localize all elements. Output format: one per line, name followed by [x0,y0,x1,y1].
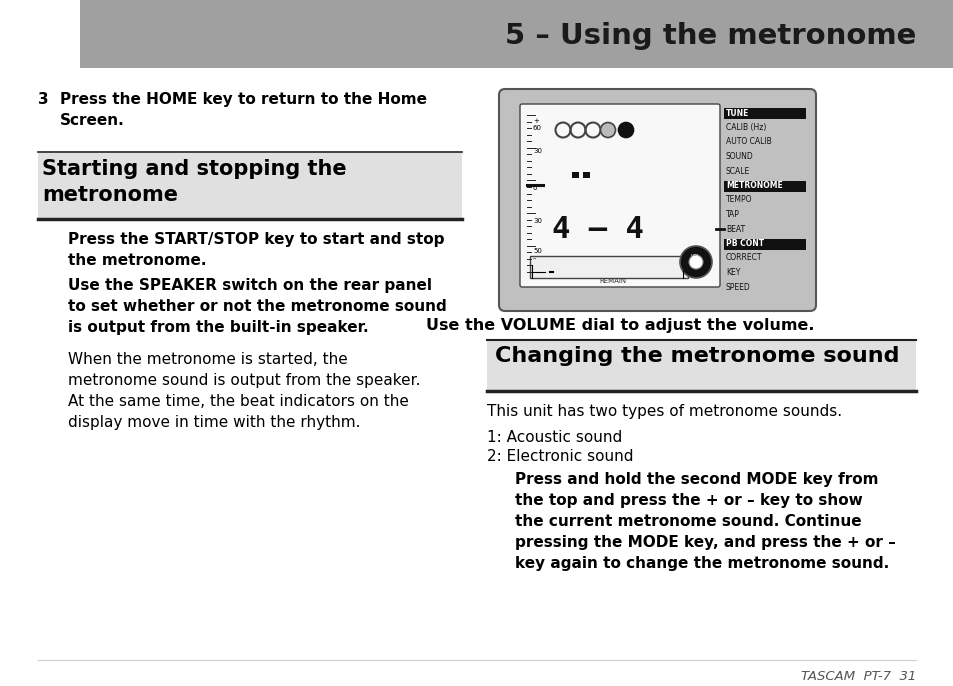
Bar [723,239,805,250]
Text: CALIB (Hz): CALIB (Hz) [725,123,765,132]
Text: 3: 3 [38,92,49,107]
Text: 30: 30 [533,218,541,224]
Text: 5 – Using the metronome: 5 – Using the metronome [504,22,915,50]
Circle shape [599,123,615,137]
Text: 50
–: 50 – [533,248,541,261]
Text: AUTO CALIB: AUTO CALIB [725,137,771,147]
Bar [38,153,461,218]
Text: metronome: metronome [42,185,178,205]
Circle shape [688,255,702,269]
Text: TAP: TAP [725,210,740,219]
Text: Use the SPEAKER switch on the rear panel
to set whether or not the metronome sou: Use the SPEAKER switch on the rear panel… [68,278,446,335]
Text: SCALE: SCALE [725,167,749,176]
Text: TEMPO: TEMPO [725,196,752,204]
Bar [530,256,687,278]
Text: KEY: KEY [725,268,740,277]
Text: TUNE: TUNE [725,108,749,117]
Bar [572,172,578,178]
Text: 1: Acoustic sound: 1: Acoustic sound [486,430,621,445]
Text: BEAT: BEAT [725,224,744,233]
Text: 0: 0 [533,185,537,191]
Text: Press the START/STOP key to start and stop
the metronome.: Press the START/STOP key to start and st… [68,232,444,268]
Text: This unit has two types of metronome sounds.: This unit has two types of metronome sou… [486,404,841,419]
FancyBboxPatch shape [498,89,815,311]
Text: SOUND: SOUND [725,152,753,161]
Bar [582,172,589,178]
Circle shape [618,123,633,137]
Bar [80,0,953,68]
Bar [723,180,805,191]
Text: REMAIN: REMAIN [598,278,626,284]
Text: Press and hold the second MODE key from
the top and press the + or – key to show: Press and hold the second MODE key from … [515,472,895,571]
Text: CORRECT: CORRECT [725,254,761,263]
Text: +
60: + 60 [533,118,541,131]
Text: Press the HOME key to return to the Home
Screen.: Press the HOME key to return to the Home… [60,92,427,128]
Circle shape [679,246,711,278]
Text: Changing the metronome sound: Changing the metronome sound [495,346,899,366]
Text: 4 – 4: 4 – 4 [552,215,643,244]
Text: SPEED: SPEED [725,283,750,292]
Text: METRONOME: METRONOME [725,181,781,190]
Text: Starting and stopping the: Starting and stopping the [42,159,346,179]
Text: Use the VOLUME dial to adjust the volume.: Use the VOLUME dial to adjust the volume… [425,318,814,333]
Text: When the metronome is started, the
metronome sound is output from the speaker.
A: When the metronome is started, the metro… [68,352,420,430]
Text: TASCAM  PT-7  31: TASCAM PT-7 31 [800,670,915,683]
Bar [723,108,805,119]
Text: VOL: VOL [690,255,700,259]
FancyBboxPatch shape [519,104,720,287]
Text: PB CONT: PB CONT [725,239,763,248]
Bar [486,341,915,390]
Text: 2: Electronic sound: 2: Electronic sound [486,449,633,464]
Text: 30: 30 [533,148,541,154]
